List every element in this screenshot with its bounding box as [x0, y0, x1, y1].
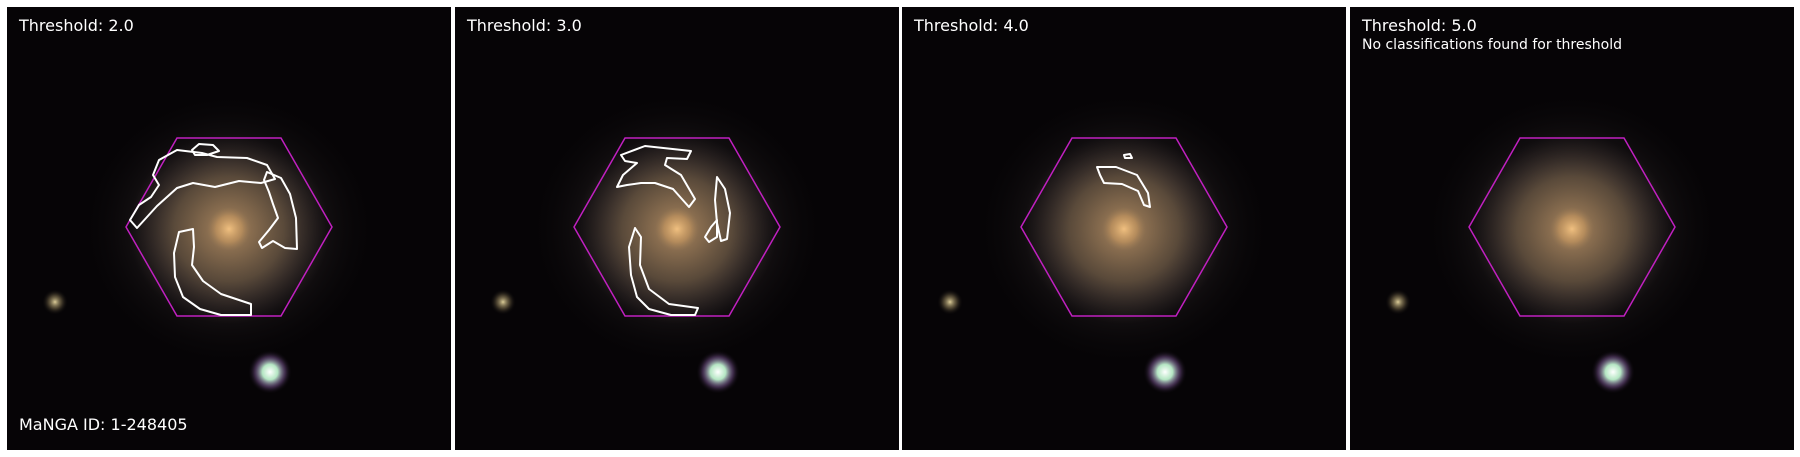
contour-region [704, 219, 718, 243]
ifu-hexagon [573, 137, 781, 317]
faint-star [42, 289, 68, 315]
contour-region [173, 228, 252, 316]
bright-star [248, 350, 292, 394]
galaxy-image [902, 7, 1346, 450]
galaxy-panel-threshold-5: Threshold: 5.0 No classifications found … [1350, 7, 1794, 450]
threshold-label: Threshold: 4.0 [914, 16, 1029, 35]
galaxy-image [7, 7, 451, 450]
galaxy-panel-threshold-4: Threshold: 4.0 [902, 7, 1346, 450]
contour-region [129, 149, 276, 229]
bright-star [1143, 350, 1187, 394]
faint-star [937, 289, 963, 315]
ifu-hexagon [1468, 137, 1676, 317]
contour-region [191, 143, 220, 156]
contour-region [628, 227, 699, 316]
faint-star [490, 289, 516, 315]
contour-region [714, 176, 731, 242]
contour-region [616, 145, 696, 208]
no-classification-note: No classifications found for threshold [1362, 37, 1622, 53]
galaxy-panel-threshold-3: Threshold: 3.0 [455, 7, 899, 450]
threshold-label: Threshold: 3.0 [467, 16, 582, 35]
bright-star [1591, 350, 1635, 394]
ifu-hexagon [1020, 137, 1228, 317]
contour-region [1096, 166, 1151, 208]
galaxy-image [1350, 7, 1794, 450]
bright-star [696, 350, 740, 394]
ifu-hexagon [125, 137, 333, 317]
manga-id-label: MaNGA ID: 1-248405 [19, 415, 188, 434]
contour-region [258, 171, 298, 250]
classification-contours [1096, 153, 1151, 208]
threshold-label: Threshold: 5.0 [1362, 16, 1477, 35]
galaxy-panel-threshold-2: Threshold: 2.0 MaNGA ID: 1-248405 [7, 7, 451, 450]
threshold-label: Threshold: 2.0 [19, 16, 134, 35]
classification-contours [616, 145, 731, 316]
galaxy-image [455, 7, 899, 450]
faint-star [1385, 289, 1411, 315]
contour-region [1123, 153, 1133, 159]
classification-contours [129, 143, 298, 316]
